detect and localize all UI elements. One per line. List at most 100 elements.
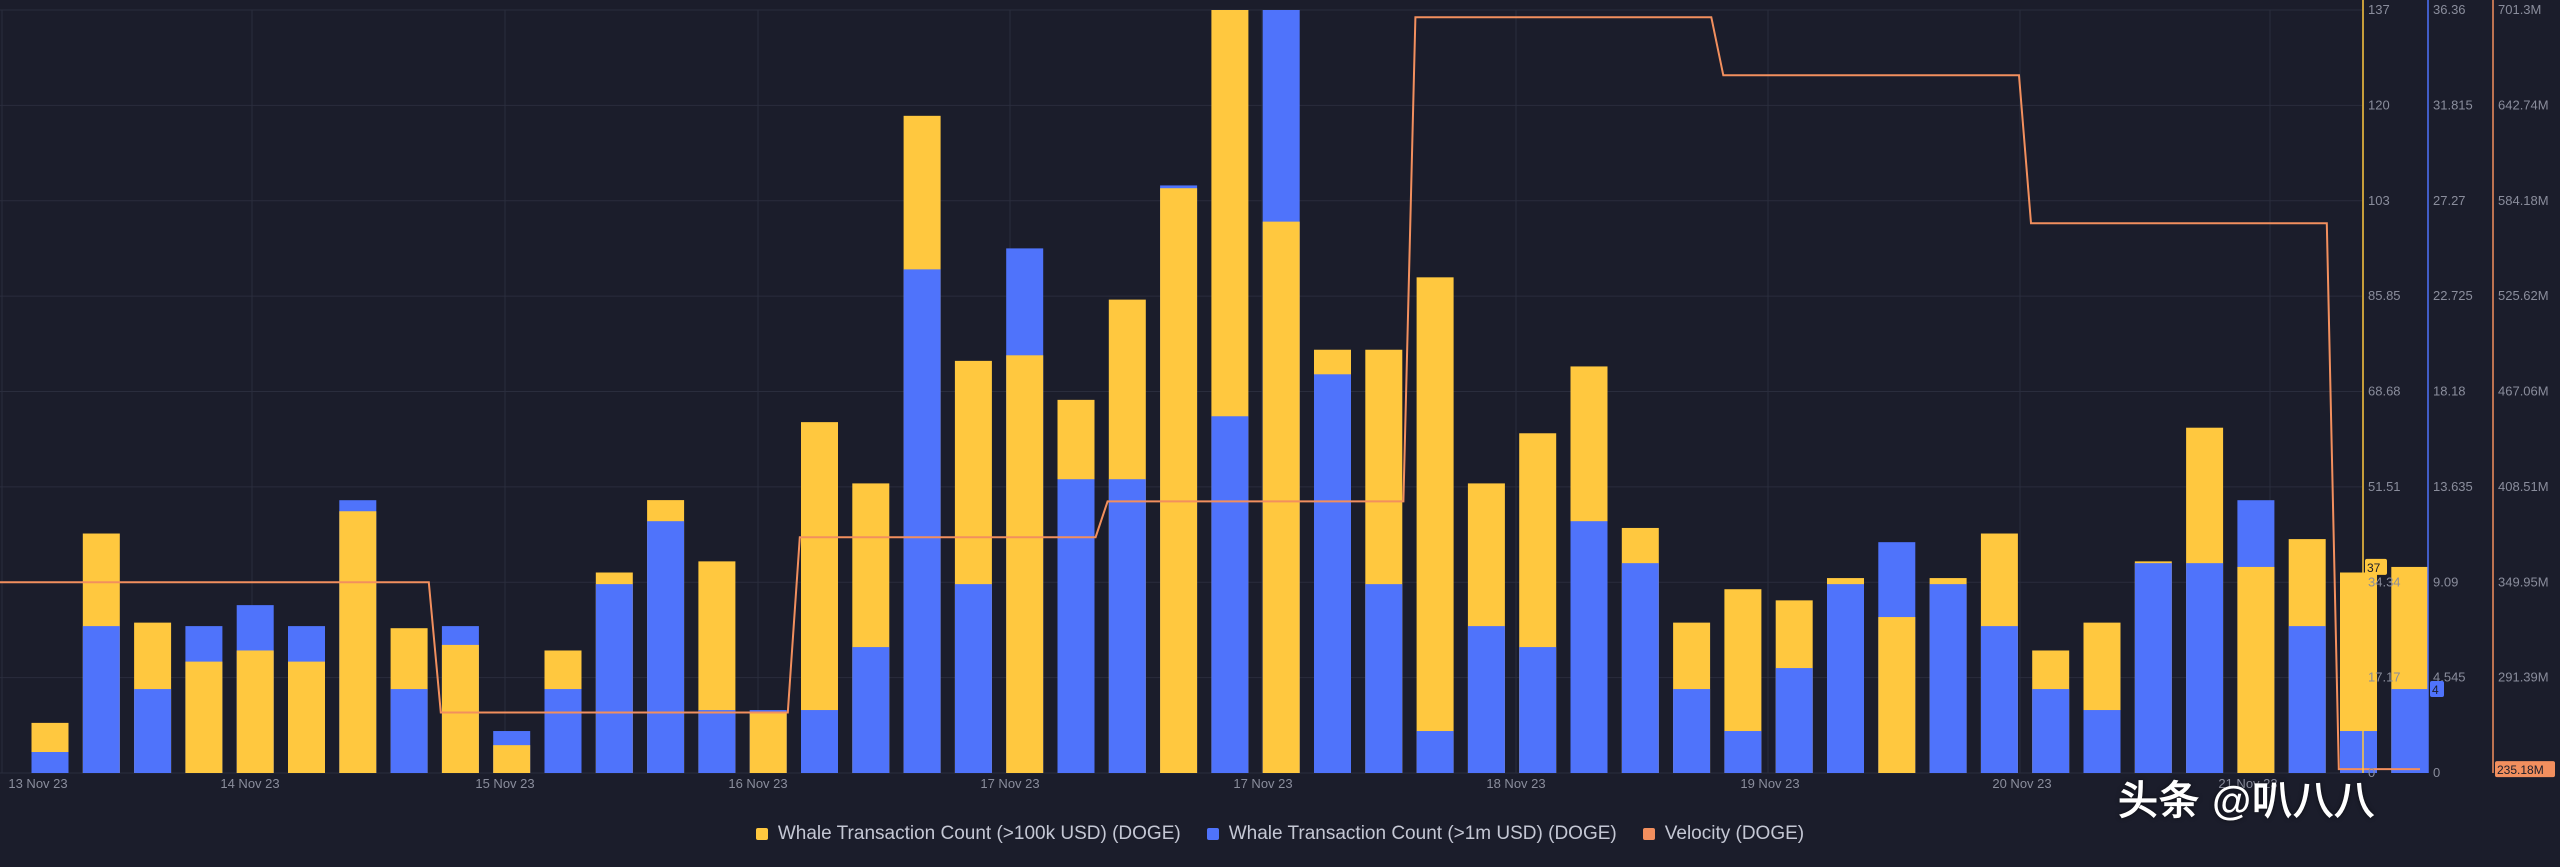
x-tick-label: 14 Nov 23 <box>220 776 279 791</box>
y-tick-label-count_100k: 120 <box>2368 97 2390 112</box>
y-tick-label-velocity: 349.95M <box>2498 574 2549 589</box>
y-tick-label-velocity: 525.62M <box>2498 288 2549 303</box>
bar-100k <box>185 661 223 773</box>
bar-1m <box>1980 626 2018 773</box>
y-tick-label-count_100k: 103 <box>2368 193 2390 208</box>
bar-1m <box>2083 710 2121 773</box>
bar-1m <box>2134 563 2172 773</box>
bar-1m <box>595 584 633 773</box>
bar-1m <box>1519 647 1557 773</box>
y-tick-label-count_100k: 85.85 <box>2368 288 2401 303</box>
bar-1m <box>1314 374 1351 773</box>
y-tick-label-count_1m: 0 <box>2433 765 2440 780</box>
bar-100k <box>288 661 325 773</box>
y-tick-label-count_100k: 51.51 <box>2368 479 2401 494</box>
bar-1m <box>1724 731 1762 773</box>
bar-1m <box>134 689 172 773</box>
y-tick-label-count_1m: 18.18 <box>2433 384 2466 399</box>
bar-1m <box>390 689 428 773</box>
legend-swatch-yellow <box>755 828 768 840</box>
y-tick-label-count_100k: 0 <box>2368 765 2375 780</box>
bar-100k <box>1878 617 1916 773</box>
y-tick-label-velocity: 584.18M <box>2498 193 2549 208</box>
bar-1m <box>1621 563 1659 773</box>
x-tick-label: 13 Nov 23 <box>8 776 67 791</box>
bar-1m <box>1827 584 1864 773</box>
current-badge-velocity <box>2495 761 2555 778</box>
current-badge-text-count_1m: 4 <box>2432 683 2439 697</box>
current-badge-text-velocity: 235.18M <box>2497 763 2544 777</box>
bar-1m <box>1775 668 1813 773</box>
legend-swatch-blue <box>1206 828 1219 840</box>
bar-1m <box>1057 479 1095 773</box>
x-tick-label: 21 Nov 23 <box>2218 776 2277 791</box>
x-tick-label: 20 Nov 23 <box>1992 776 2051 791</box>
legend-swatch-orange <box>1642 828 1655 840</box>
bar-1m <box>852 647 890 773</box>
x-tick-label: 16 Nov 23 <box>728 776 787 791</box>
bar-100k <box>749 711 787 773</box>
velocity-line <box>0 16 2420 771</box>
y-tick-label-count_100k: 17.17 <box>2368 670 2401 685</box>
x-tick-label: 17 Nov 23 <box>980 776 1039 791</box>
bar-100k <box>1160 188 1198 773</box>
legend-item-velocity[interactable]: Velocity (DOGE) <box>1642 823 1804 845</box>
legend-label-100k: Whale Transaction Count (>100k USD) (DOG… <box>777 823 1181 844</box>
bar-1m <box>82 626 120 773</box>
y-tick-label-velocity: 291.39M <box>2498 670 2549 685</box>
x-axis: 13 Nov 23 14 Nov 23 15 Nov 23 16 Nov 23 17 N… <box>8 776 2277 791</box>
x-tick-label: 18 Nov 23 <box>1486 776 1545 791</box>
bar-1m <box>544 689 582 773</box>
y-tick-label-count_1m: 9.09 <box>2433 574 2458 589</box>
bar-1m <box>1467 626 1505 773</box>
bar-1m <box>698 710 736 773</box>
y-tick-label-count_1m: 22.725 <box>2433 288 2473 303</box>
legend-item-1m[interactable]: Whale Transaction Count (>1m USD) (DOGE) <box>1206 823 1617 845</box>
current-badge-text-count_100k: 37 <box>2367 561 2381 575</box>
bar-1m <box>2186 563 2224 773</box>
bar-1m <box>1416 731 1454 773</box>
bar-1m <box>31 752 69 773</box>
x-tick-label: 15 Nov 23 <box>475 776 534 791</box>
bar-100k <box>1262 221 1300 774</box>
y-tick-label-velocity: 467.06M <box>2498 384 2549 399</box>
y-tick-label-count_1m: 36.36 <box>2433 2 2466 17</box>
bar-1m <box>1211 416 1249 773</box>
bar-1m <box>1108 479 1146 773</box>
y-tick-label-count_1m: 13.635 <box>2433 479 2473 494</box>
y-tick-label-count_1m: 4.545 <box>2433 670 2466 685</box>
bar-100k <box>1006 355 1044 773</box>
bar-100k <box>236 650 274 773</box>
bar-1m <box>1673 689 1711 773</box>
legend-item-100k[interactable]: Whale Transaction Count (>100k USD) (DOG… <box>755 823 1181 845</box>
y-tick-label-count_100k: 34.34 <box>2368 574 2401 589</box>
bar-1m <box>954 584 992 773</box>
y-tick-label-count_100k: 68.68 <box>2368 384 2401 399</box>
bar-100k <box>493 745 531 773</box>
bar-1m <box>1365 584 1403 773</box>
y-axes: 0 17.17 34.34 51.51 68.68 85.85 103 120 137 37 0 4.… <box>2362 0 2555 780</box>
y-tick-label-count_1m: 27.27 <box>2433 193 2466 208</box>
bar-1m <box>647 521 685 773</box>
bar-1m <box>2032 689 2070 773</box>
y-tick-label-count_1m: 31.815 <box>2433 97 2473 112</box>
velocity-path <box>0 16 2420 771</box>
watermark-text: 头条 @叭八八 <box>2118 779 2376 823</box>
bar-1m <box>1570 521 1608 773</box>
legend: Whale Transaction Count (>100k USD) (DOG… <box>0 820 2560 848</box>
legend-label-1m: Whale Transaction Count (>1m USD) (DOGE) <box>1228 823 1617 844</box>
x-tick-label: 19 Nov 23 <box>1740 776 1799 791</box>
bar-100k <box>339 511 377 773</box>
bar-100k <box>441 644 479 773</box>
bar-1m <box>2340 731 2377 773</box>
bar-1m <box>1929 584 1967 773</box>
current-badge-count_100k <box>2365 558 2387 575</box>
y-tick-label-velocity: 701.3M <box>2498 2 2541 17</box>
bar-1m <box>2288 626 2326 773</box>
x-tick-label: 17 Nov 23 <box>1233 776 1292 791</box>
y-tick-label-count_100k: 137 <box>2368 2 2390 17</box>
bar-1m <box>2391 689 2429 773</box>
bars <box>31 10 2429 774</box>
bar-1m <box>903 269 941 773</box>
